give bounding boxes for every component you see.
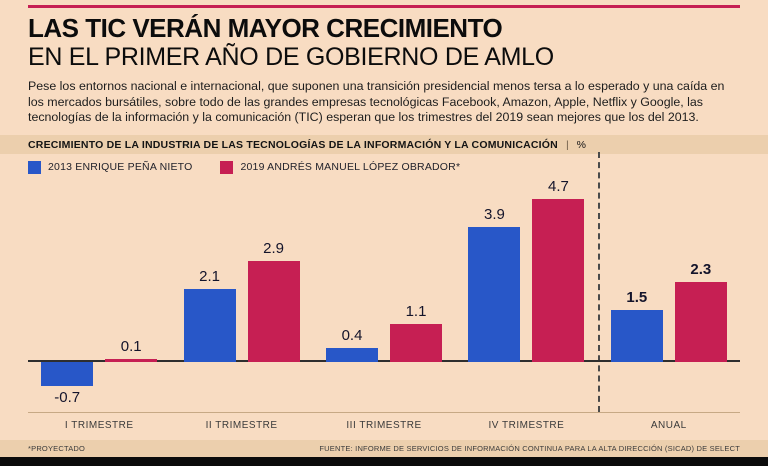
bar-2019 [390, 323, 443, 362]
legend-item-2019: 2019 ANDRÉS MANUEL LÓPEZ OBRADOR* [220, 160, 461, 174]
bottom-black-strip [0, 457, 768, 466]
bar-group: 3.9 4.7 [455, 174, 597, 413]
bar-value-label: 2.9 [263, 240, 285, 258]
category-label: II TRIMESTRE [205, 420, 278, 431]
category-label: III TRIMESTRE [346, 420, 422, 431]
x-axis-line [28, 360, 740, 362]
bar-value-label: 1.1 [405, 302, 427, 320]
chart-unit-label: % [576, 138, 587, 151]
footer-band: *PROYECTADO FUENTE: INFORME DE SERVICIOS… [0, 440, 768, 457]
bar-groups: -0.7 0.1 2.1 2.9 0.4 1.1 3.9 4.7 1.5 2.3 [28, 174, 740, 413]
bar-2019 [247, 261, 300, 362]
accent-rule [28, 5, 740, 8]
intro-paragraph: Pese los entornos nacional e internacion… [28, 79, 725, 124]
bar-group: 0.4 1.1 [313, 174, 455, 413]
legend-swatch-2013-icon [28, 160, 41, 174]
bar-value-label: 2.3 [690, 261, 712, 279]
category-label: I TRIMESTRE [64, 420, 134, 431]
category-axis: I TRIMESTRE II TRIMESTRE III TRIMESTRE IV T… [28, 412, 740, 440]
footnote-proyectado: *PROYECTADO [28, 444, 86, 453]
bar-2019 [105, 358, 158, 362]
category-label: ANUAL [650, 420, 687, 431]
bar-group: 2.1 2.9 [170, 174, 312, 413]
band-divider: | [565, 138, 569, 151]
bar-group: -0.7 0.1 [28, 174, 170, 413]
source-credit: FUENTE: INFORME DE SERVICIOS DE INFORMAC… [319, 444, 740, 453]
legend: 2013 ENRIQUE PEÑA NIETO 2019 ANDRÉS MANU… [28, 160, 740, 174]
bar-2019 [674, 282, 727, 362]
plot-area: -0.7 0.1 2.1 2.9 0.4 1.1 3.9 4.7 1.5 2.3 [28, 151, 740, 413]
category-label: IV TRIMESTRE [488, 420, 565, 431]
bar-2019 [532, 199, 585, 362]
page-title: LAS TIC VERÁN MAYOR CRECIMIENTO [28, 13, 503, 43]
bar-2013 [326, 348, 379, 362]
chart-title-band: CRECIMIENTO DE LA INDUSTRIA DE LAS TECNO… [0, 134, 768, 154]
legend-label-2013: 2013 ENRIQUE PEÑA NIETO [48, 161, 193, 173]
bar-value-label: 3.9 [483, 205, 505, 223]
bar-2013 [610, 309, 663, 362]
bar-value-label: 0.1 [120, 337, 142, 355]
page-subtitle: EN EL PRIMER AÑO DE GOBIERNO DE AMLO [28, 43, 554, 71]
bar-value-label: 2.1 [199, 268, 221, 286]
bar-value-label: 0.4 [341, 327, 363, 345]
anual-separator-line [597, 151, 600, 412]
bar-2013 [41, 362, 94, 387]
bar-value-label: 1.5 [626, 288, 648, 306]
legend-label-2019: 2019 ANDRÉS MANUEL LÓPEZ OBRADOR* [240, 161, 461, 173]
bar-2013 [183, 289, 236, 362]
legend-item-2013: 2013 ENRIQUE PEÑA NIETO [28, 160, 193, 174]
bar-group: 1.5 2.3 [598, 174, 740, 413]
bar-2013 [468, 226, 521, 362]
chart-title: CRECIMIENTO DE LA INDUSTRIA DE LAS TECNO… [28, 138, 558, 151]
bar-value-label: -0.7 [54, 389, 81, 407]
legend-swatch-2019-icon [220, 160, 234, 174]
bar-value-label: 4.7 [547, 178, 569, 195]
